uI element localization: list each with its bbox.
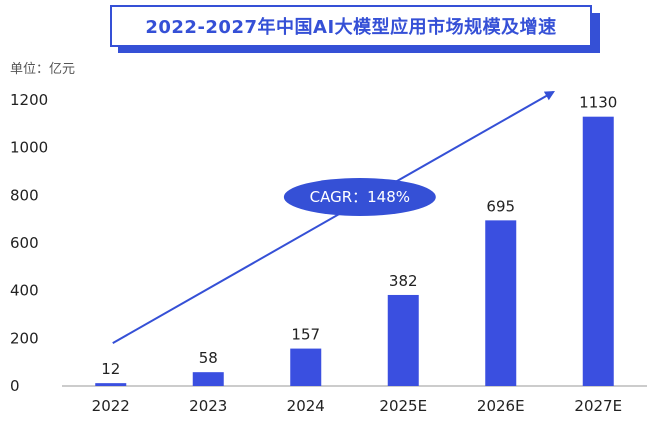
bar-2027E — [582, 116, 614, 386]
y-tick-label: 1200 — [10, 91, 48, 109]
bar-2025E — [387, 294, 419, 386]
x-tick-label: 2023 — [189, 397, 227, 415]
x-tick-label: 2022 — [92, 397, 130, 415]
bar-value-label: 12 — [101, 360, 120, 378]
y-tick-label: 1000 — [10, 139, 48, 157]
bar-value-label: 1130 — [579, 94, 617, 112]
bar-2023 — [192, 372, 224, 386]
bar-value-label: 695 — [486, 197, 515, 215]
y-tick-label: 600 — [10, 234, 39, 252]
bar-2024 — [290, 348, 322, 386]
y-tick-label: 0 — [10, 377, 20, 395]
chart-title: 2022-2027年中国AI大模型应用市场规模及增速 — [110, 5, 592, 47]
x-tick-label: 2027E — [574, 397, 622, 415]
unit-label: 单位：亿元 — [10, 62, 76, 77]
bar-value-label: 157 — [291, 326, 320, 344]
trend-arrow — [112, 91, 555, 345]
x-tick-label: 2026E — [477, 397, 525, 415]
bar-value-label: 58 — [199, 349, 218, 367]
y-tick-label: 400 — [10, 282, 39, 300]
y-tick-label: 200 — [10, 329, 39, 347]
bar-2022 — [95, 383, 127, 386]
cagr-label: CAGR：148% — [310, 188, 410, 206]
y-tick-label: 800 — [10, 186, 39, 204]
x-tick-label: 2024 — [287, 397, 325, 415]
cagr-ellipse — [283, 177, 436, 216]
bar-2026E — [485, 220, 517, 386]
bar-value-label: 382 — [389, 272, 418, 290]
x-tick-label: 2025E — [379, 397, 427, 415]
